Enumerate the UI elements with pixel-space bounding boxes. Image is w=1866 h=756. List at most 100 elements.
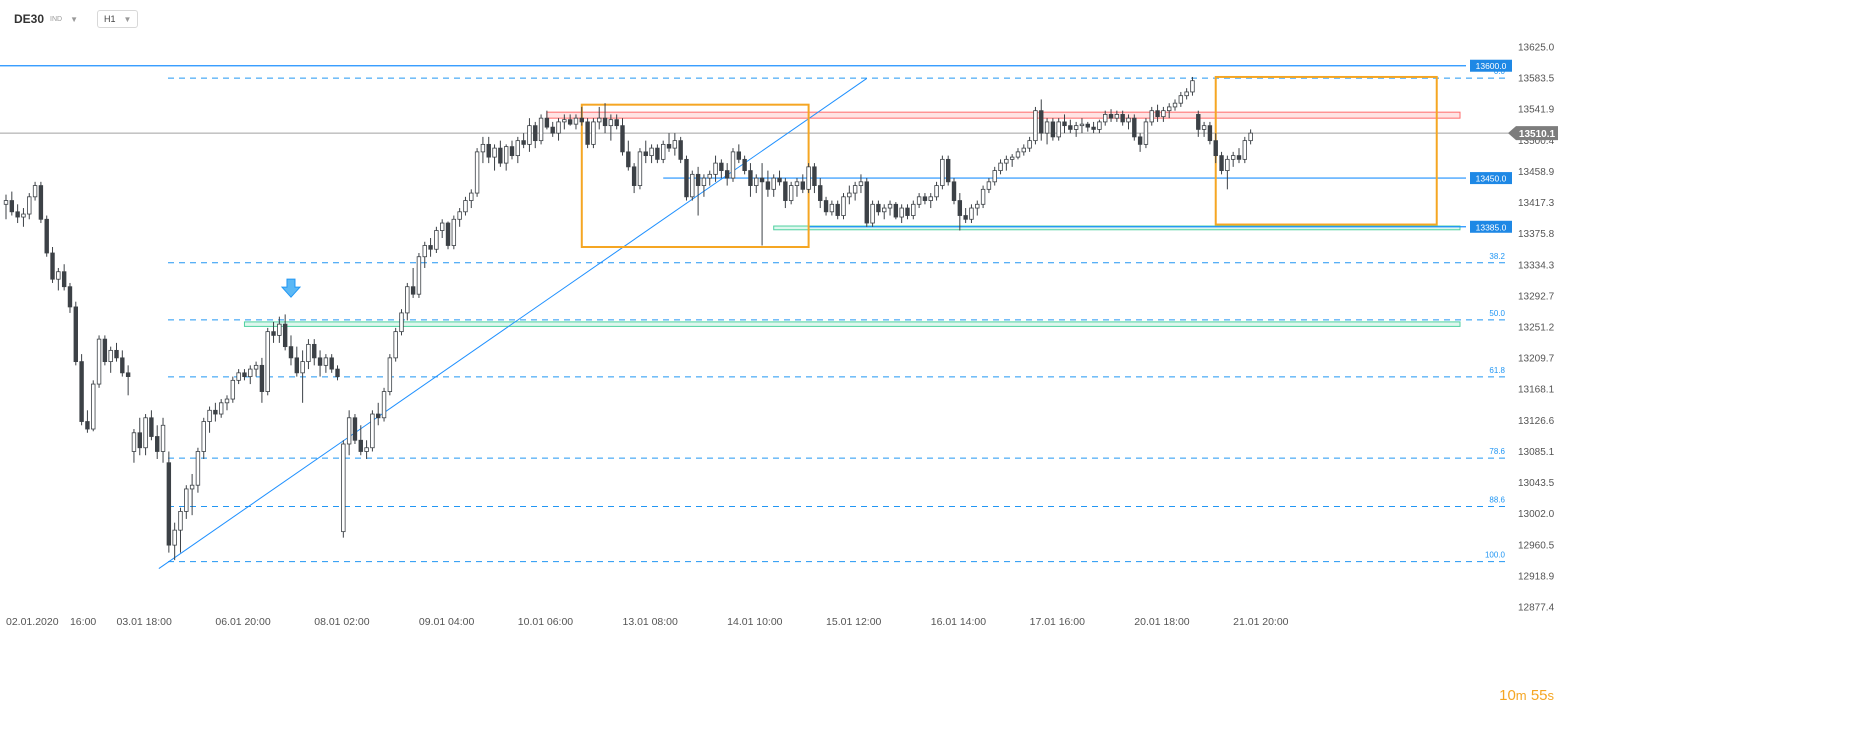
- candle: [754, 174, 759, 194]
- candle-body: [422, 245, 427, 258]
- candle-body: [457, 211, 462, 220]
- candle: [626, 140, 631, 171]
- level-tag-label: 13450.0: [1476, 174, 1507, 184]
- candle: [393, 327, 398, 362]
- candle: [620, 118, 625, 156]
- symbol-label: DE30: [14, 12, 45, 26]
- candle-body: [748, 170, 753, 186]
- candle: [160, 417, 166, 463]
- x-axis-tick-label: 16:00: [70, 616, 96, 628]
- candle: [707, 170, 712, 186]
- candle-body: [1027, 140, 1032, 149]
- candle: [1021, 144, 1026, 156]
- candle-body: [1242, 140, 1248, 160]
- candle-body: [410, 286, 416, 295]
- candle: [922, 193, 928, 205]
- candle: [521, 133, 526, 149]
- candle: [120, 350, 125, 377]
- candle: [986, 178, 992, 194]
- candle: [829, 200, 835, 216]
- candle: [422, 241, 427, 268]
- candle: [963, 208, 968, 224]
- candle-body: [509, 146, 515, 157]
- candle-body: [346, 417, 352, 445]
- candle-body: [777, 177, 782, 183]
- candle-body: [1050, 121, 1056, 138]
- candle: [969, 204, 974, 224]
- countdown-minutes: 10: [1499, 687, 1516, 704]
- x-axis-tick-label: 20:00: [244, 616, 270, 628]
- candle: [806, 163, 811, 194]
- level-tag-label: 13385.0: [1476, 222, 1507, 232]
- candle-body: [1196, 114, 1201, 130]
- candle: [410, 267, 416, 298]
- candle-body: [1097, 121, 1102, 130]
- candle-body: [178, 511, 183, 531]
- candle-body: [736, 151, 742, 160]
- timeframe-select[interactable]: H1 ▼: [97, 10, 139, 28]
- candle-body: [1108, 114, 1114, 119]
- candle-body: [864, 181, 869, 224]
- candle-body: [899, 207, 904, 218]
- candle: [1172, 99, 1178, 111]
- x-axis-tick-label: 08:00: [652, 616, 678, 628]
- candle: [975, 200, 980, 216]
- candle-body: [882, 207, 887, 213]
- candle-body: [108, 349, 113, 363]
- candle: [1009, 154, 1015, 167]
- candle-body: [724, 170, 730, 179]
- candle-body: [1033, 110, 1038, 142]
- x-axis-tick-label: 16:00: [1059, 616, 1085, 628]
- candle-body: [271, 331, 276, 336]
- candle-body: [498, 147, 503, 164]
- candle-body: [655, 147, 660, 160]
- candle-body: [765, 181, 771, 190]
- candle-body: [416, 256, 422, 295]
- candle: [637, 148, 643, 190]
- candle-body: [957, 200, 963, 216]
- candle: [271, 321, 276, 343]
- candle: [445, 221, 451, 250]
- candle: [579, 106, 584, 126]
- candle-body: [1132, 117, 1137, 138]
- candle-body: [358, 439, 363, 452]
- candle: [172, 522, 177, 561]
- candle: [771, 174, 776, 197]
- candle-body: [218, 402, 224, 415]
- candle: [945, 155, 951, 186]
- x-axis-tick-label: 15.01: [826, 616, 852, 628]
- candle-body: [1230, 155, 1236, 160]
- candle: [940, 155, 945, 190]
- chevron-down-icon[interactable]: ▼: [70, 14, 79, 24]
- candle-body: [480, 143, 486, 153]
- candle: [1143, 118, 1149, 149]
- candle: [364, 440, 369, 459]
- candle-body: [1056, 121, 1061, 138]
- y-axis-tick-label: 13625.0: [1518, 43, 1555, 54]
- x-axis-tick-label: 20:00: [1262, 616, 1288, 628]
- x-axis-tick-label: 08.01: [314, 616, 340, 628]
- candle: [1167, 103, 1172, 119]
- y-axis-tick-label: 13002.0: [1518, 509, 1555, 520]
- candle: [858, 174, 864, 194]
- candle-body: [294, 357, 299, 374]
- candle-body: [44, 218, 49, 254]
- candle: [1103, 110, 1108, 126]
- candle: [748, 163, 753, 197]
- x-axis-tick-label: 03.01: [117, 616, 143, 628]
- candle: [236, 369, 241, 385]
- candle-body: [451, 218, 457, 246]
- candle: [451, 215, 457, 250]
- candle-body: [329, 357, 334, 370]
- support-zone: [243, 321, 1461, 327]
- candle: [998, 159, 1003, 175]
- candle-body: [538, 117, 544, 142]
- x-axis-tick-label: 18:00: [146, 616, 172, 628]
- candle: [852, 181, 858, 201]
- fib-level-label: 50.0: [1489, 309, 1505, 318]
- candle: [480, 136, 486, 164]
- candle: [178, 507, 183, 553]
- candle: [312, 339, 317, 366]
- candle-body: [695, 173, 701, 186]
